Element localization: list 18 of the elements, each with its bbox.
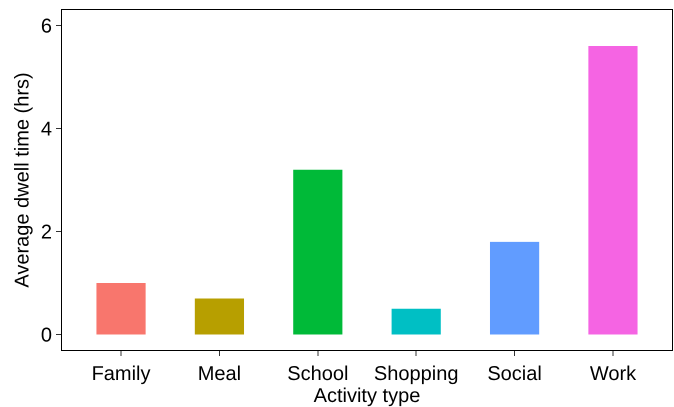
x-tick-label: Work	[590, 363, 638, 385]
y-axis-title: Average dwell time (hrs)	[11, 72, 34, 288]
bar	[293, 170, 342, 335]
bar	[96, 283, 146, 335]
y-tick-label: 4	[40, 118, 52, 140]
bar	[392, 308, 441, 335]
x-tick-label: Family	[92, 363, 150, 385]
y-tick-label: 6	[40, 15, 52, 38]
x-tick-label: Social	[487, 363, 542, 385]
x-tick-label: School	[287, 363, 348, 385]
y-tick-label: 2	[40, 222, 52, 244]
x-axis-title: Activity type	[314, 385, 420, 407]
x-tick-label: Meal	[198, 363, 242, 385]
bar	[490, 242, 540, 335]
bar	[194, 298, 244, 335]
bar	[588, 46, 638, 335]
x-tick-label: Shopping	[374, 363, 458, 385]
y-tick-label: 0	[40, 324, 52, 347]
